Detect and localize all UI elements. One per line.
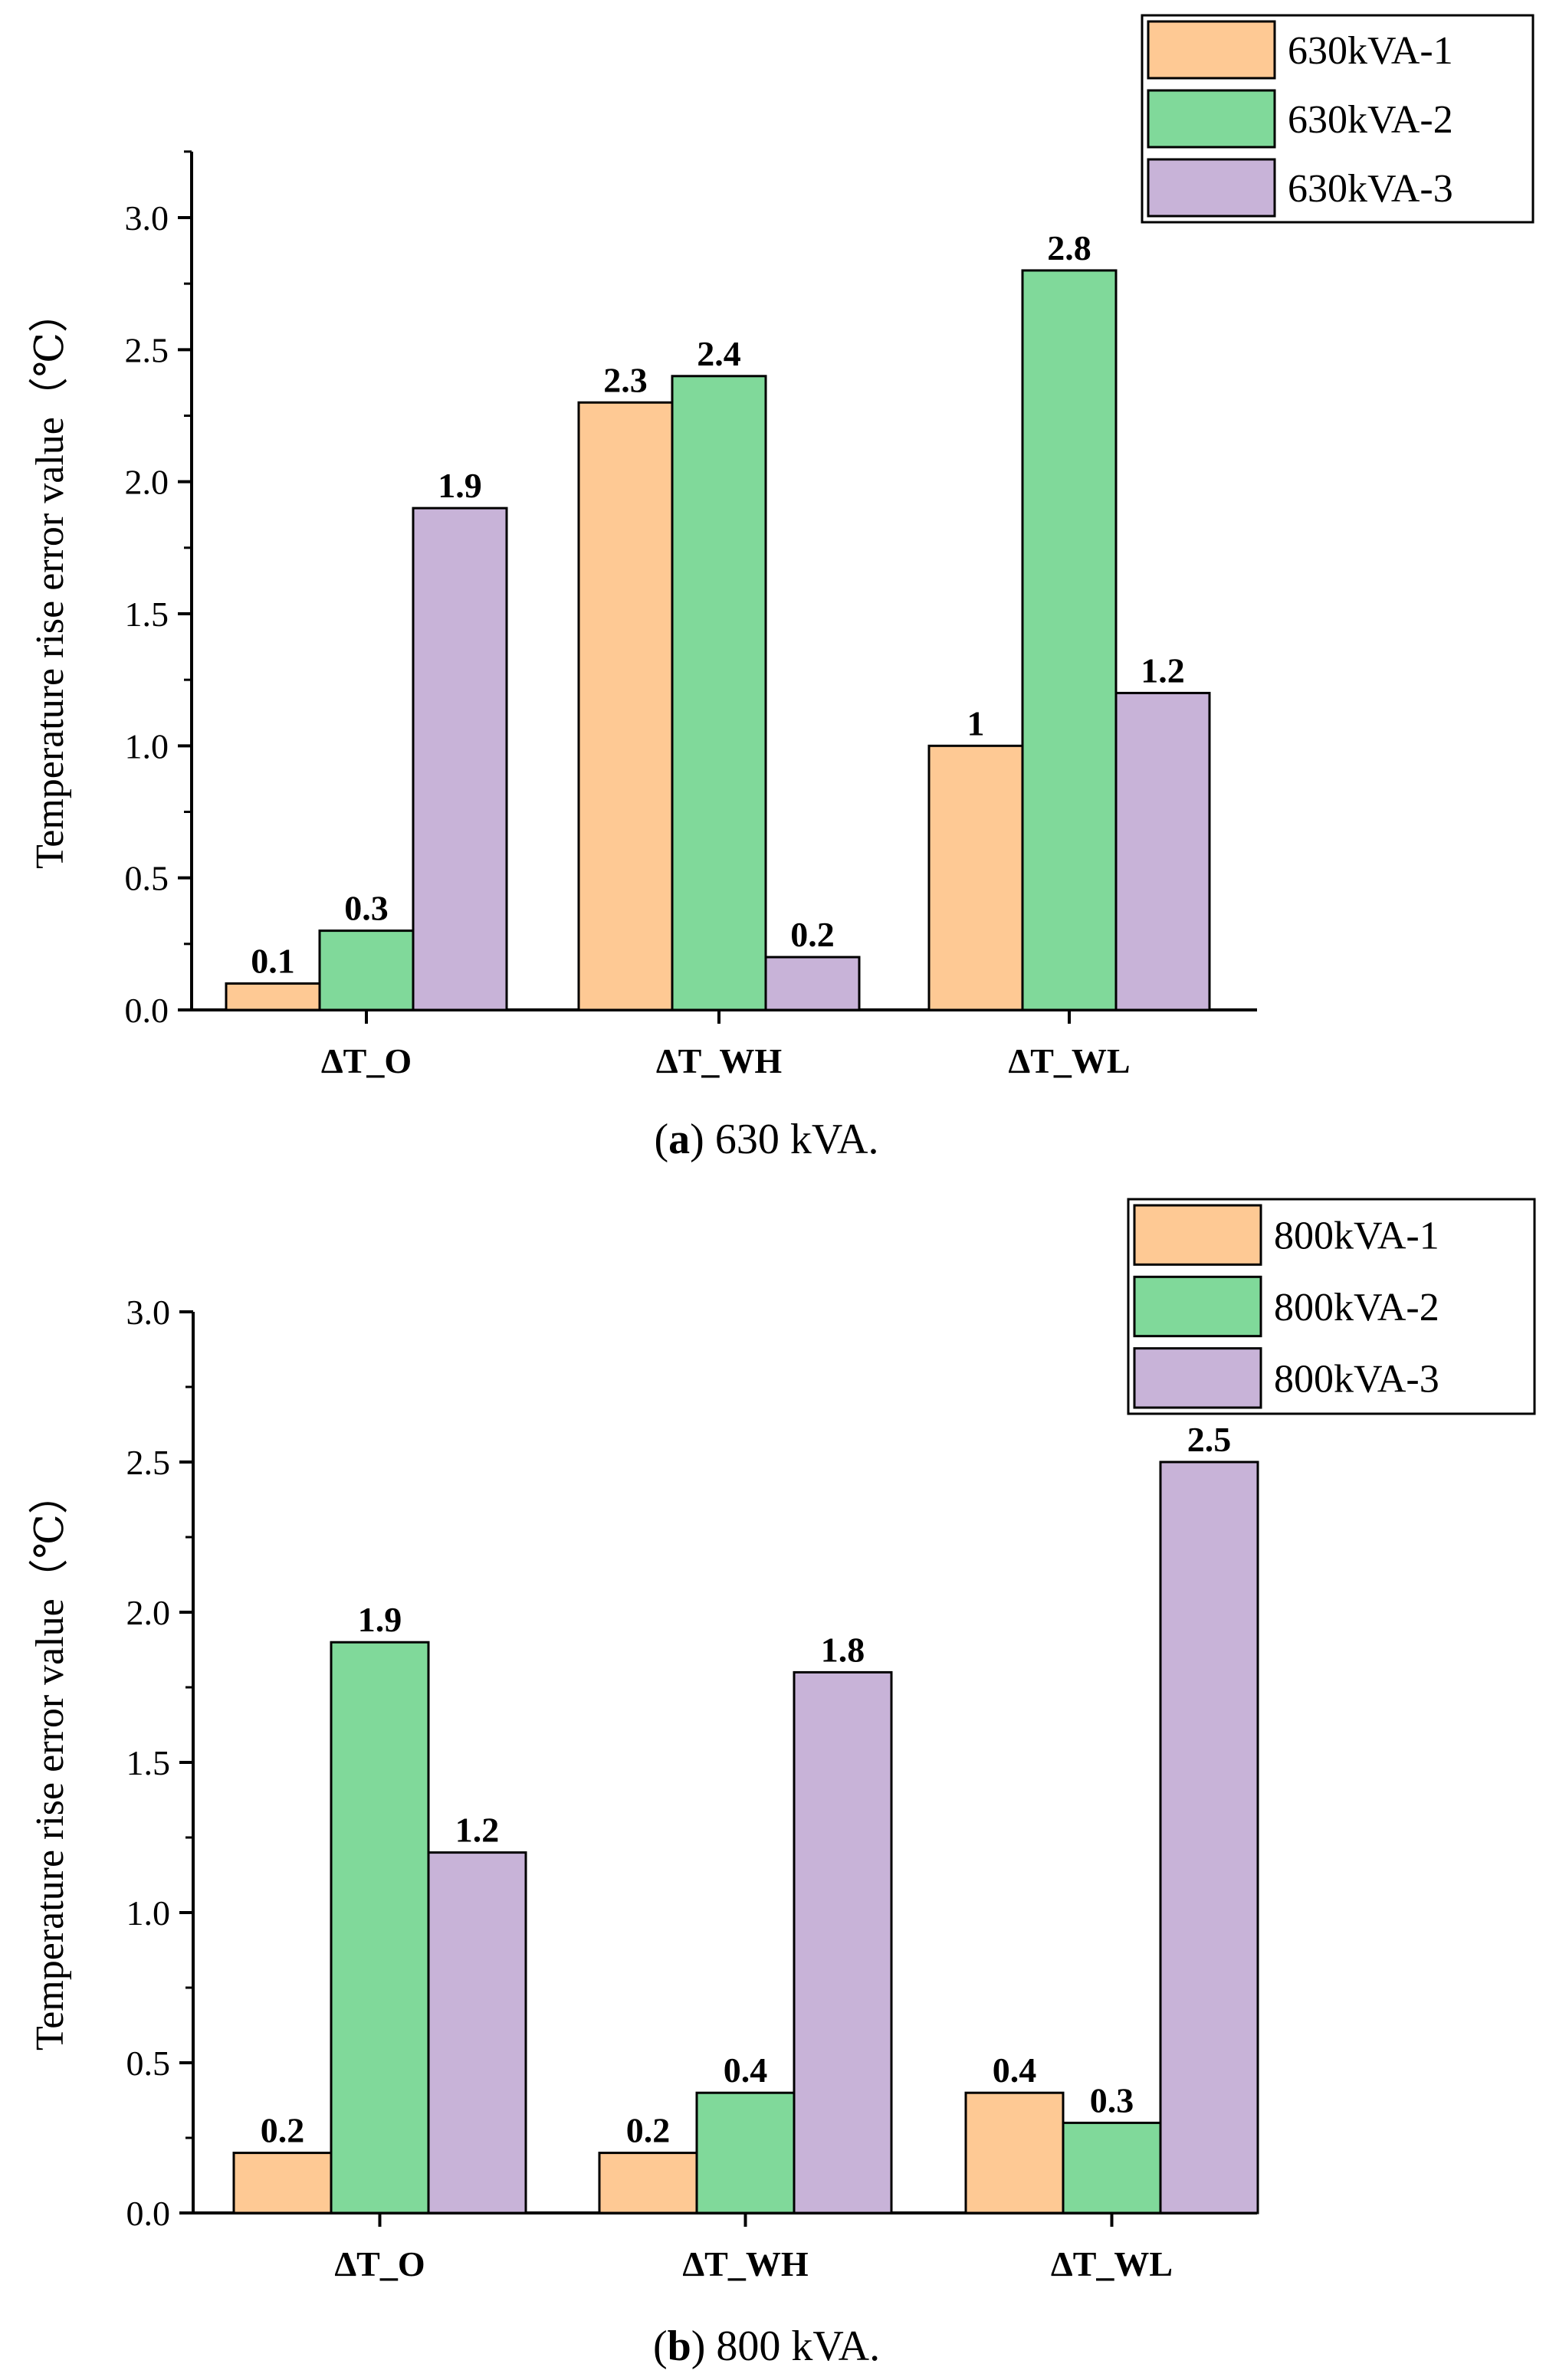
data-label: 0.3	[1090, 2080, 1134, 2119]
data-label: 2.5	[1187, 1420, 1232, 1459]
bar-800kVA-3-1	[793, 1670, 893, 2214]
bar-630kVA-3-0	[412, 506, 508, 1011]
y-tick-label: 1.0	[125, 726, 169, 765]
data-label: 1.2	[1141, 651, 1185, 690]
data-label: 1	[967, 703, 985, 743]
bar-800kVA-2-0	[330, 1641, 430, 2214]
data-label: 1.9	[438, 466, 482, 505]
data-label: 0.4	[724, 2051, 768, 2090]
x-category-label: ΔT_WL	[1008, 1041, 1130, 1080]
y-tick-label: 3.0	[126, 1293, 171, 1332]
y-tick-label: 2.5	[125, 330, 169, 369]
bar-630kVA-3-2	[1114, 691, 1211, 1011]
y-axis-label: Temperature rise error value（℃）	[28, 293, 72, 869]
legend-swatch	[1147, 89, 1276, 149]
legend-label: 800kVA-1	[1274, 1215, 1439, 1258]
x-category-label: ΔT_O	[321, 1041, 412, 1080]
y-tick-label: 2.5	[126, 1443, 171, 1482]
legend-label: 630kVA-3	[1288, 167, 1453, 211]
data-label: 1.8	[821, 1630, 865, 1669]
data-label: 0.2	[790, 915, 835, 954]
legend-swatch	[1147, 158, 1276, 218]
y-tick-label: 1.5	[125, 595, 169, 634]
legend-swatch	[1133, 1204, 1262, 1266]
data-label: 1.9	[358, 1600, 402, 1639]
data-label: 0.4	[993, 2051, 1037, 2090]
data-label: 2.3	[603, 360, 648, 399]
y-tick-label: 0.5	[126, 2044, 171, 2083]
legend-swatch	[1133, 1347, 1262, 1409]
bar-800kVA-1-1	[598, 2152, 698, 2214]
y-tick-label: 0.0	[125, 991, 169, 1030]
data-label: 0.1	[251, 942, 295, 981]
data-label: 0.2	[626, 2111, 671, 2150]
y-tick-label: 1.0	[126, 1893, 171, 1933]
data-label: 2.8	[1047, 228, 1091, 267]
legend-label: 630kVA-2	[1288, 98, 1453, 142]
bar-630kVA-3-1	[764, 956, 861, 1011]
chart-panel-b: 0.0 0.5 1.0 1.5 2.0 2.5 3.0 Temperature rise er…	[28, 1198, 1536, 2370]
x-category-label: ΔT_O	[334, 2244, 425, 2283]
x-category-label: ΔT_WL	[1051, 2244, 1173, 2283]
bar-800kVA-3-2	[1159, 1460, 1259, 2214]
legend-label: 800kVA-2	[1274, 1286, 1439, 1329]
x-category-label: ΔT_WH	[682, 2244, 809, 2283]
legend-swatch	[1147, 20, 1276, 80]
bar-630kVA-2-1	[671, 375, 767, 1011]
bar-800kVA-3-0	[427, 1851, 527, 2214]
y-tick-label: 3.0	[125, 198, 169, 238]
data-label: 1.2	[455, 1811, 500, 1850]
legend-label: 800kVA-3	[1274, 1357, 1439, 1401]
y-tick-label: 1.5	[126, 1743, 171, 1782]
y-tick-label: 2.0	[126, 1593, 171, 1632]
bar-630kVA-2-2	[1021, 269, 1118, 1011]
chart-panel-a: 0.0 0.5 1.0 1.5 2.0 2.5 3.0 Temperature rise er…	[28, 14, 1535, 1163]
panel-caption: (b) 800 kVA.	[653, 2323, 880, 2370]
bar-630kVA-2-0	[318, 929, 415, 1011]
legend-swatch	[1133, 1275, 1262, 1338]
x-category-label: ΔT_WH	[656, 1041, 783, 1080]
bar-800kVA-1-2	[964, 2091, 1065, 2214]
bar-800kVA-1-0	[232, 2152, 333, 2214]
panel-caption: (a) 630 kVA.	[655, 1116, 879, 1163]
y-tick-label: 2.0	[125, 463, 169, 502]
y-axis-label: Temperature rise error value（℃）	[28, 1474, 72, 2051]
legend-label: 630kVA-1	[1288, 29, 1453, 73]
data-label: 0.3	[344, 889, 389, 928]
data-label: 2.4	[697, 334, 741, 373]
bar-630kVA-1-1	[577, 401, 674, 1011]
data-label: 0.2	[261, 2111, 305, 2150]
bar-800kVA-2-2	[1062, 2121, 1162, 2214]
bar-630kVA-1-2	[927, 744, 1024, 1011]
bar-630kVA-1-0	[225, 982, 321, 1011]
y-tick-label: 0.0	[126, 2194, 171, 2233]
bar-800kVA-2-1	[695, 2091, 796, 2214]
y-tick-label: 0.5	[125, 859, 169, 898]
